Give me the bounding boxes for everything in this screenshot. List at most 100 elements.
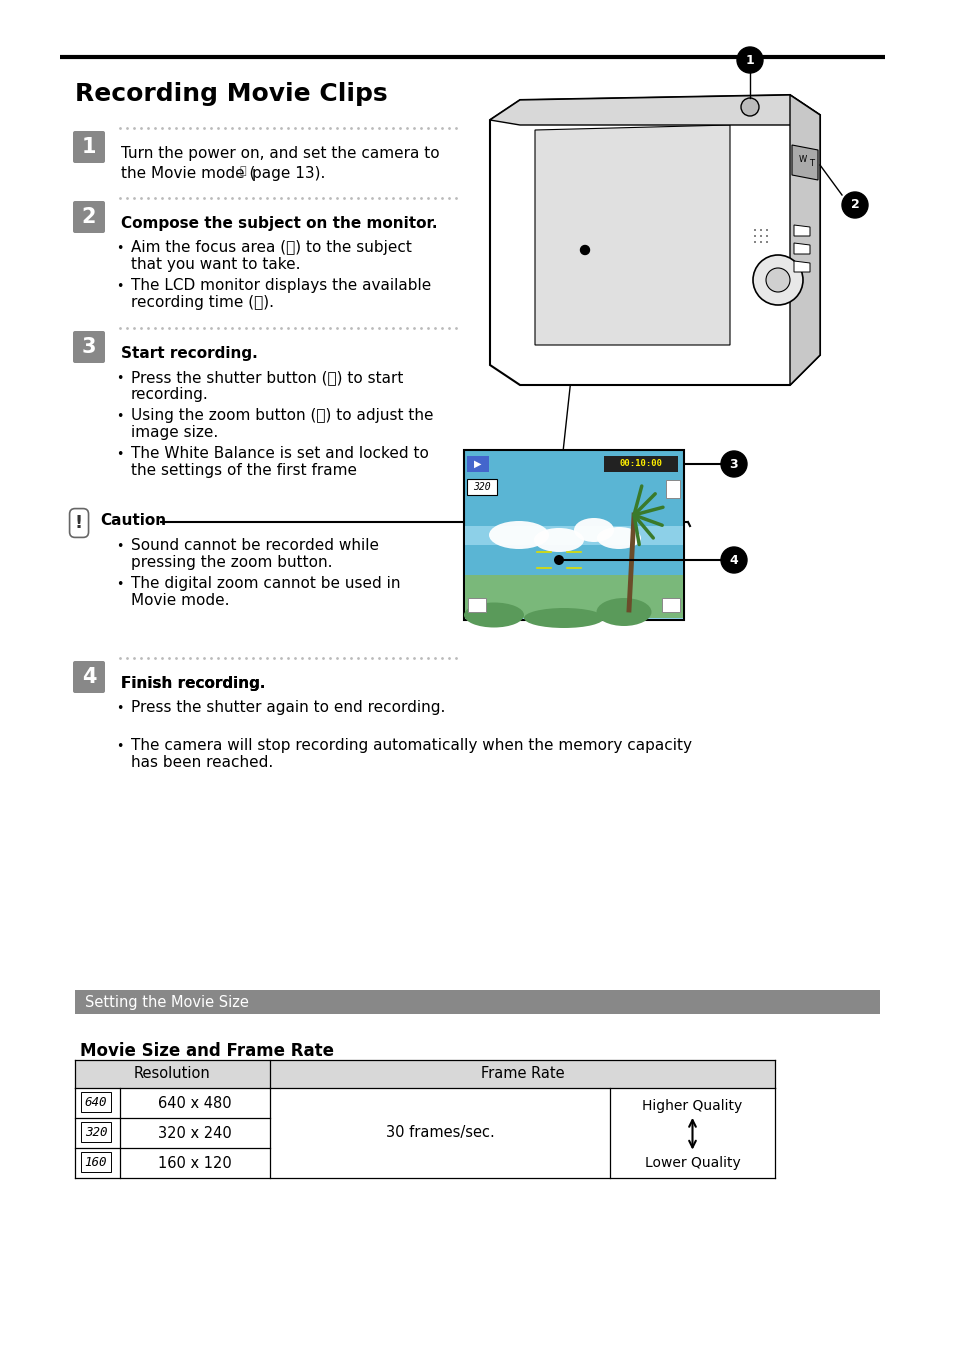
- Text: 4: 4: [729, 554, 738, 566]
- Text: 3: 3: [82, 336, 96, 357]
- Text: Using the zoom button (⓮) to adjust the: Using the zoom button (⓮) to adjust the: [131, 408, 433, 423]
- Text: Ⓟ: Ⓟ: [240, 166, 247, 176]
- Text: •: •: [116, 540, 123, 553]
- Bar: [464, 544, 682, 576]
- Circle shape: [720, 547, 746, 573]
- Text: Turn the power on, and set the camera to: Turn the power on, and set the camera to: [121, 146, 439, 161]
- Text: Finish recording.: Finish recording.: [121, 676, 265, 690]
- Bar: [665, 480, 679, 499]
- Circle shape: [841, 192, 867, 218]
- Text: Lower Quality: Lower Quality: [644, 1156, 740, 1170]
- Circle shape: [765, 240, 767, 243]
- Text: that you want to take.: that you want to take.: [131, 257, 300, 272]
- Text: Finish recording.: Finish recording.: [121, 676, 265, 690]
- Circle shape: [765, 230, 767, 231]
- Polygon shape: [789, 95, 820, 385]
- Text: Higher Quality: Higher Quality: [641, 1098, 741, 1113]
- Text: •: •: [116, 409, 123, 423]
- Bar: [75, 1061, 774, 1088]
- FancyBboxPatch shape: [73, 201, 105, 232]
- Ellipse shape: [534, 528, 583, 553]
- Text: the Movie mode (: the Movie mode (: [121, 166, 255, 181]
- Ellipse shape: [523, 608, 603, 628]
- Text: The camera will stop recording automatically when the memory capacity: The camera will stop recording automatic…: [131, 738, 691, 753]
- Circle shape: [765, 267, 789, 292]
- Text: 160 x 120: 160 x 120: [158, 1155, 232, 1170]
- Circle shape: [760, 240, 761, 243]
- Bar: [468, 598, 485, 612]
- Bar: [463, 450, 683, 620]
- Text: The White Balance is set and locked to: The White Balance is set and locked to: [131, 446, 429, 461]
- Bar: [603, 457, 678, 471]
- Text: •: •: [116, 703, 123, 715]
- Polygon shape: [793, 261, 809, 272]
- FancyBboxPatch shape: [73, 661, 105, 693]
- Circle shape: [760, 235, 761, 236]
- Text: Movie Size and Frame Rate: Movie Size and Frame Rate: [80, 1042, 334, 1061]
- Circle shape: [760, 230, 761, 231]
- Circle shape: [765, 235, 767, 236]
- Polygon shape: [490, 95, 820, 385]
- FancyBboxPatch shape: [81, 1092, 111, 1112]
- Polygon shape: [793, 243, 809, 254]
- Ellipse shape: [596, 598, 651, 626]
- Text: •: •: [116, 578, 123, 590]
- Text: pressing the zoom button.: pressing the zoom button.: [131, 555, 333, 570]
- Text: 320: 320: [473, 482, 490, 492]
- Text: 1: 1: [745, 54, 754, 66]
- Text: has been reached.: has been reached.: [131, 755, 273, 770]
- Text: 1: 1: [82, 136, 96, 157]
- Ellipse shape: [574, 517, 614, 542]
- Text: 00:10:00: 00:10:00: [618, 459, 661, 469]
- Ellipse shape: [489, 521, 548, 549]
- Text: •: •: [116, 449, 123, 461]
- Bar: [467, 480, 497, 494]
- Bar: [75, 990, 879, 1015]
- Circle shape: [753, 230, 755, 231]
- Text: •: •: [116, 280, 123, 293]
- Circle shape: [579, 246, 589, 254]
- Text: W: W: [798, 154, 806, 163]
- Text: 30 frames/sec.: 30 frames/sec.: [385, 1125, 494, 1140]
- Text: recording time (⓮).: recording time (⓮).: [131, 295, 274, 309]
- Circle shape: [737, 47, 762, 73]
- Text: •: •: [116, 242, 123, 255]
- Ellipse shape: [597, 527, 640, 549]
- Text: the settings of the first frame: the settings of the first frame: [131, 463, 356, 478]
- Polygon shape: [490, 95, 820, 126]
- Text: Frame Rate: Frame Rate: [480, 1066, 564, 1082]
- Text: Compose the subject on the monitor.: Compose the subject on the monitor.: [121, 216, 437, 231]
- Circle shape: [753, 235, 755, 236]
- Text: 4: 4: [82, 667, 96, 688]
- Text: 2: 2: [850, 199, 859, 212]
- Text: 640: 640: [85, 1097, 107, 1109]
- Text: T: T: [809, 158, 814, 168]
- Text: •: •: [116, 740, 123, 753]
- Text: Setting the Movie Size: Setting the Movie Size: [85, 994, 249, 1009]
- Text: The LCD monitor displays the available: The LCD monitor displays the available: [131, 278, 431, 293]
- Text: Start recording.: Start recording.: [121, 346, 257, 361]
- Text: page 13).: page 13).: [252, 166, 325, 181]
- Text: 640 x 480: 640 x 480: [158, 1096, 232, 1111]
- Text: •: •: [116, 372, 123, 385]
- Circle shape: [753, 240, 755, 243]
- Text: Resolution: Resolution: [134, 1066, 211, 1082]
- Circle shape: [752, 255, 802, 305]
- Polygon shape: [535, 126, 729, 345]
- Polygon shape: [791, 145, 817, 180]
- Text: The digital zoom cannot be used in: The digital zoom cannot be used in: [131, 576, 400, 590]
- Text: 160: 160: [85, 1156, 107, 1170]
- Text: 2: 2: [82, 207, 96, 227]
- Text: 3: 3: [729, 458, 738, 470]
- Text: Movie mode.: Movie mode.: [131, 593, 230, 608]
- FancyBboxPatch shape: [73, 131, 105, 163]
- Text: Caution: Caution: [100, 513, 166, 528]
- Text: Press the shutter button (⓮) to start: Press the shutter button (⓮) to start: [131, 370, 403, 385]
- Text: Aim the focus area (⓮) to the subject: Aim the focus area (⓮) to the subject: [131, 240, 412, 255]
- Circle shape: [720, 451, 746, 477]
- Bar: [661, 598, 679, 612]
- FancyBboxPatch shape: [81, 1152, 111, 1173]
- Text: 320 x 240: 320 x 240: [158, 1125, 232, 1140]
- Text: image size.: image size.: [131, 426, 218, 440]
- Polygon shape: [793, 226, 809, 236]
